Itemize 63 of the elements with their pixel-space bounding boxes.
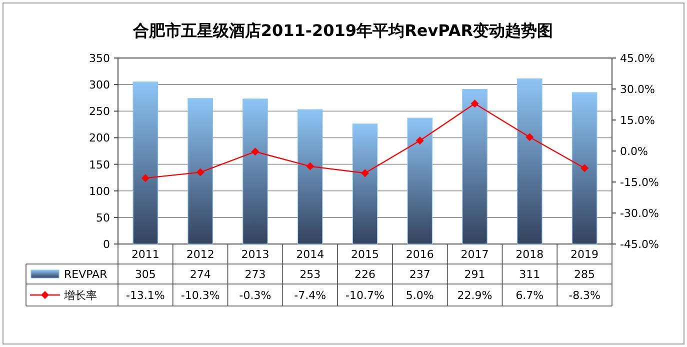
y-tick-label: 350	[89, 52, 110, 65]
x-tick-label: 2019	[570, 248, 599, 261]
data-label: 273	[244, 268, 266, 281]
x-tick-label: 2014	[296, 248, 324, 261]
legend-label: REVPAR	[64, 268, 108, 281]
data-label: 311	[519, 268, 540, 281]
point	[306, 162, 314, 170]
bar	[188, 98, 213, 244]
y-tick-label: 250	[89, 105, 110, 118]
data-label: 6.7%	[516, 289, 544, 302]
y2-tick-label: -45.0%	[620, 238, 659, 251]
point	[526, 133, 534, 142]
point	[361, 169, 369, 178]
y-tick-label: 150	[89, 158, 110, 172]
data-label: 305	[134, 268, 156, 281]
x-tick-label: 2018	[516, 248, 544, 261]
legend-label: 增长率	[63, 289, 97, 302]
data-label: 274	[190, 268, 211, 281]
y2-tick-label: 30.0%	[620, 83, 655, 96]
data-label: -8.3%	[568, 289, 601, 302]
x-tick-label: 2017	[460, 248, 489, 261]
bar	[297, 109, 323, 244]
y2-tick-label: 0.0%	[620, 145, 648, 158]
y-tick-label: 50	[96, 211, 110, 224]
data-label: 285	[574, 268, 596, 281]
x-tick-label: 2016	[406, 248, 434, 261]
y-tick-label: 100	[89, 184, 110, 198]
x-tick-label: 2015	[351, 248, 379, 261]
data-label: -10.7%	[346, 289, 384, 302]
data-label: 22.9%	[457, 289, 492, 302]
x-tick-label: 2013	[241, 248, 270, 261]
y-tick-label: 300	[89, 78, 110, 92]
point	[251, 148, 260, 156]
x-tick-label: 2011	[131, 248, 160, 261]
data-label: -7.4%	[294, 289, 326, 302]
y2-tick-label: -15.0%	[620, 176, 659, 189]
point	[416, 136, 424, 145]
data-label: 5.0%	[406, 289, 434, 302]
x-tick-label: 2012	[186, 248, 214, 261]
y2-tick-label: 15.0%	[620, 114, 655, 127]
data-label: 291	[464, 268, 486, 281]
data-label: -0.3%	[239, 289, 272, 302]
y2-tick-label: -30.0%	[620, 207, 659, 220]
point	[580, 164, 589, 172]
point	[196, 168, 204, 176]
data-label: -13.1%	[126, 289, 165, 302]
bar	[572, 92, 598, 244]
y2-tick-label: 45.0%	[620, 52, 655, 65]
y-tick-label: 0	[103, 238, 110, 251]
data-label: 237	[409, 268, 430, 281]
data-label: 253	[300, 268, 321, 281]
point	[141, 174, 150, 182]
bar	[407, 118, 433, 244]
bar	[517, 78, 542, 244]
bar	[242, 98, 268, 244]
chart-title: 合肥市五星级酒店2011-2019年平均RevPAR变动趋势图	[132, 21, 554, 40]
bar	[352, 124, 378, 244]
data-label: -10.3%	[180, 289, 220, 302]
bar	[462, 89, 488, 244]
bar	[132, 82, 158, 244]
data-label: 226	[354, 268, 376, 281]
y-tick-label: 200	[89, 132, 110, 145]
point	[470, 100, 479, 108]
